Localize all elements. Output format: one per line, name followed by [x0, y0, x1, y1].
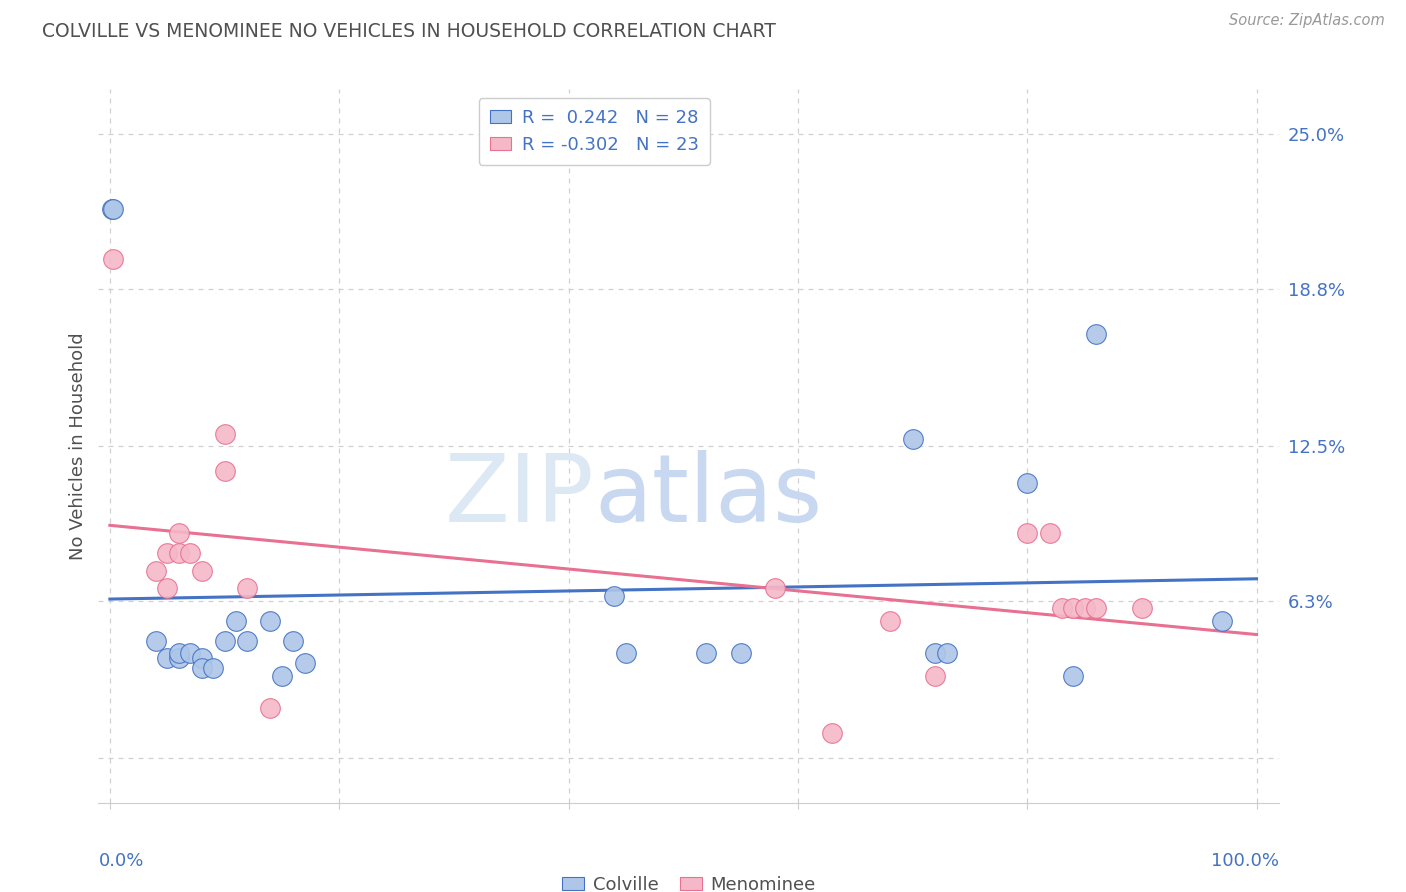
Point — [924, 646, 946, 660]
Point — [614, 646, 637, 660]
Point — [730, 646, 752, 660]
Point — [935, 646, 957, 660]
Point — [1039, 526, 1062, 541]
Point — [901, 432, 924, 446]
Text: ZIP: ZIP — [444, 450, 595, 542]
Point — [1211, 614, 1233, 628]
Point — [167, 546, 190, 560]
Text: COLVILLE VS MENOMINEE NO VEHICLES IN HOUSEHOLD CORRELATION CHART: COLVILLE VS MENOMINEE NO VEHICLES IN HOU… — [42, 22, 776, 41]
Point — [1017, 476, 1039, 491]
Point — [202, 661, 225, 675]
Point — [695, 646, 717, 660]
Point — [190, 564, 212, 578]
Point — [179, 546, 201, 560]
Point — [879, 614, 901, 628]
Point — [1073, 601, 1095, 615]
Point — [156, 546, 179, 560]
Point — [763, 581, 786, 595]
Point — [1062, 601, 1084, 615]
Point — [145, 633, 167, 648]
Point — [214, 426, 236, 441]
Point — [103, 202, 125, 216]
Point — [236, 633, 259, 648]
Point — [603, 589, 626, 603]
Text: Source: ZipAtlas.com: Source: ZipAtlas.com — [1229, 13, 1385, 29]
Point — [1050, 601, 1073, 615]
Point — [156, 651, 179, 665]
Point — [145, 564, 167, 578]
Point — [1085, 326, 1108, 341]
Text: 100.0%: 100.0% — [1212, 852, 1279, 870]
Point — [1130, 601, 1153, 615]
Point — [156, 581, 179, 595]
Point — [1017, 526, 1039, 541]
Point — [103, 252, 125, 266]
Point — [190, 651, 212, 665]
Point — [190, 661, 212, 675]
Point — [270, 668, 292, 682]
Point — [214, 464, 236, 478]
Point — [179, 646, 201, 660]
Point — [167, 526, 190, 541]
Point — [214, 633, 236, 648]
Point — [294, 656, 316, 670]
Text: 0.0%: 0.0% — [98, 852, 143, 870]
Y-axis label: No Vehicles in Household: No Vehicles in Household — [69, 332, 87, 560]
Point — [1062, 668, 1084, 682]
Point — [1085, 601, 1108, 615]
Point — [236, 581, 259, 595]
Text: atlas: atlas — [595, 450, 823, 542]
Point — [259, 701, 281, 715]
Point — [283, 633, 305, 648]
Legend: Colville, Menominee: Colville, Menominee — [555, 869, 823, 892]
Point — [167, 651, 190, 665]
Point — [821, 726, 844, 740]
Point — [259, 614, 281, 628]
Point — [225, 614, 247, 628]
Point — [167, 646, 190, 660]
Point — [924, 668, 946, 682]
Point — [101, 202, 124, 216]
